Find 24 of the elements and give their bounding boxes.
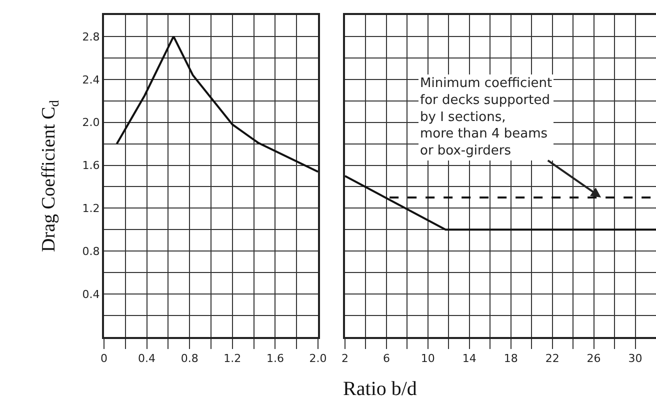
- x-tick-label: 2: [342, 352, 348, 366]
- x-tick-label: 22: [545, 352, 560, 366]
- x-tick-label: 14: [462, 352, 476, 366]
- y-tick-label: 2.8: [82, 30, 100, 44]
- x-tick-label: 0.8: [180, 352, 198, 366]
- x-tick-label: 0: [100, 352, 108, 366]
- x-axis-title: Ratio b/d: [342, 378, 418, 401]
- y-tick-label: 1.2: [82, 202, 100, 216]
- x-tick-label: 1.2: [224, 352, 242, 366]
- x-tick-label: 18: [504, 352, 518, 366]
- x-tick-label: 26: [586, 352, 601, 366]
- y-tick-label: 2.0: [82, 116, 100, 130]
- y-tick-label: 0.8: [82, 244, 100, 258]
- y-tick-label: 1.6: [82, 159, 100, 172]
- x-tick-label: 0.4: [138, 352, 156, 366]
- x-tick-label: 6: [382, 352, 390, 366]
- annotation: Minimum coefficient for decks supported by I sections, more than 4 beams or box-girders: [420, 76, 552, 159]
- line-series: [116, 35, 318, 173]
- y-tick-label: 2.4: [82, 73, 100, 86]
- x-tick-label: 30: [628, 352, 642, 366]
- x-tick-label: 1.6: [266, 352, 284, 366]
- x-tick-label: 2.0: [309, 352, 327, 366]
- y-tick-label: 0.4: [82, 288, 100, 301]
- x-tick-label: 10: [420, 352, 435, 366]
